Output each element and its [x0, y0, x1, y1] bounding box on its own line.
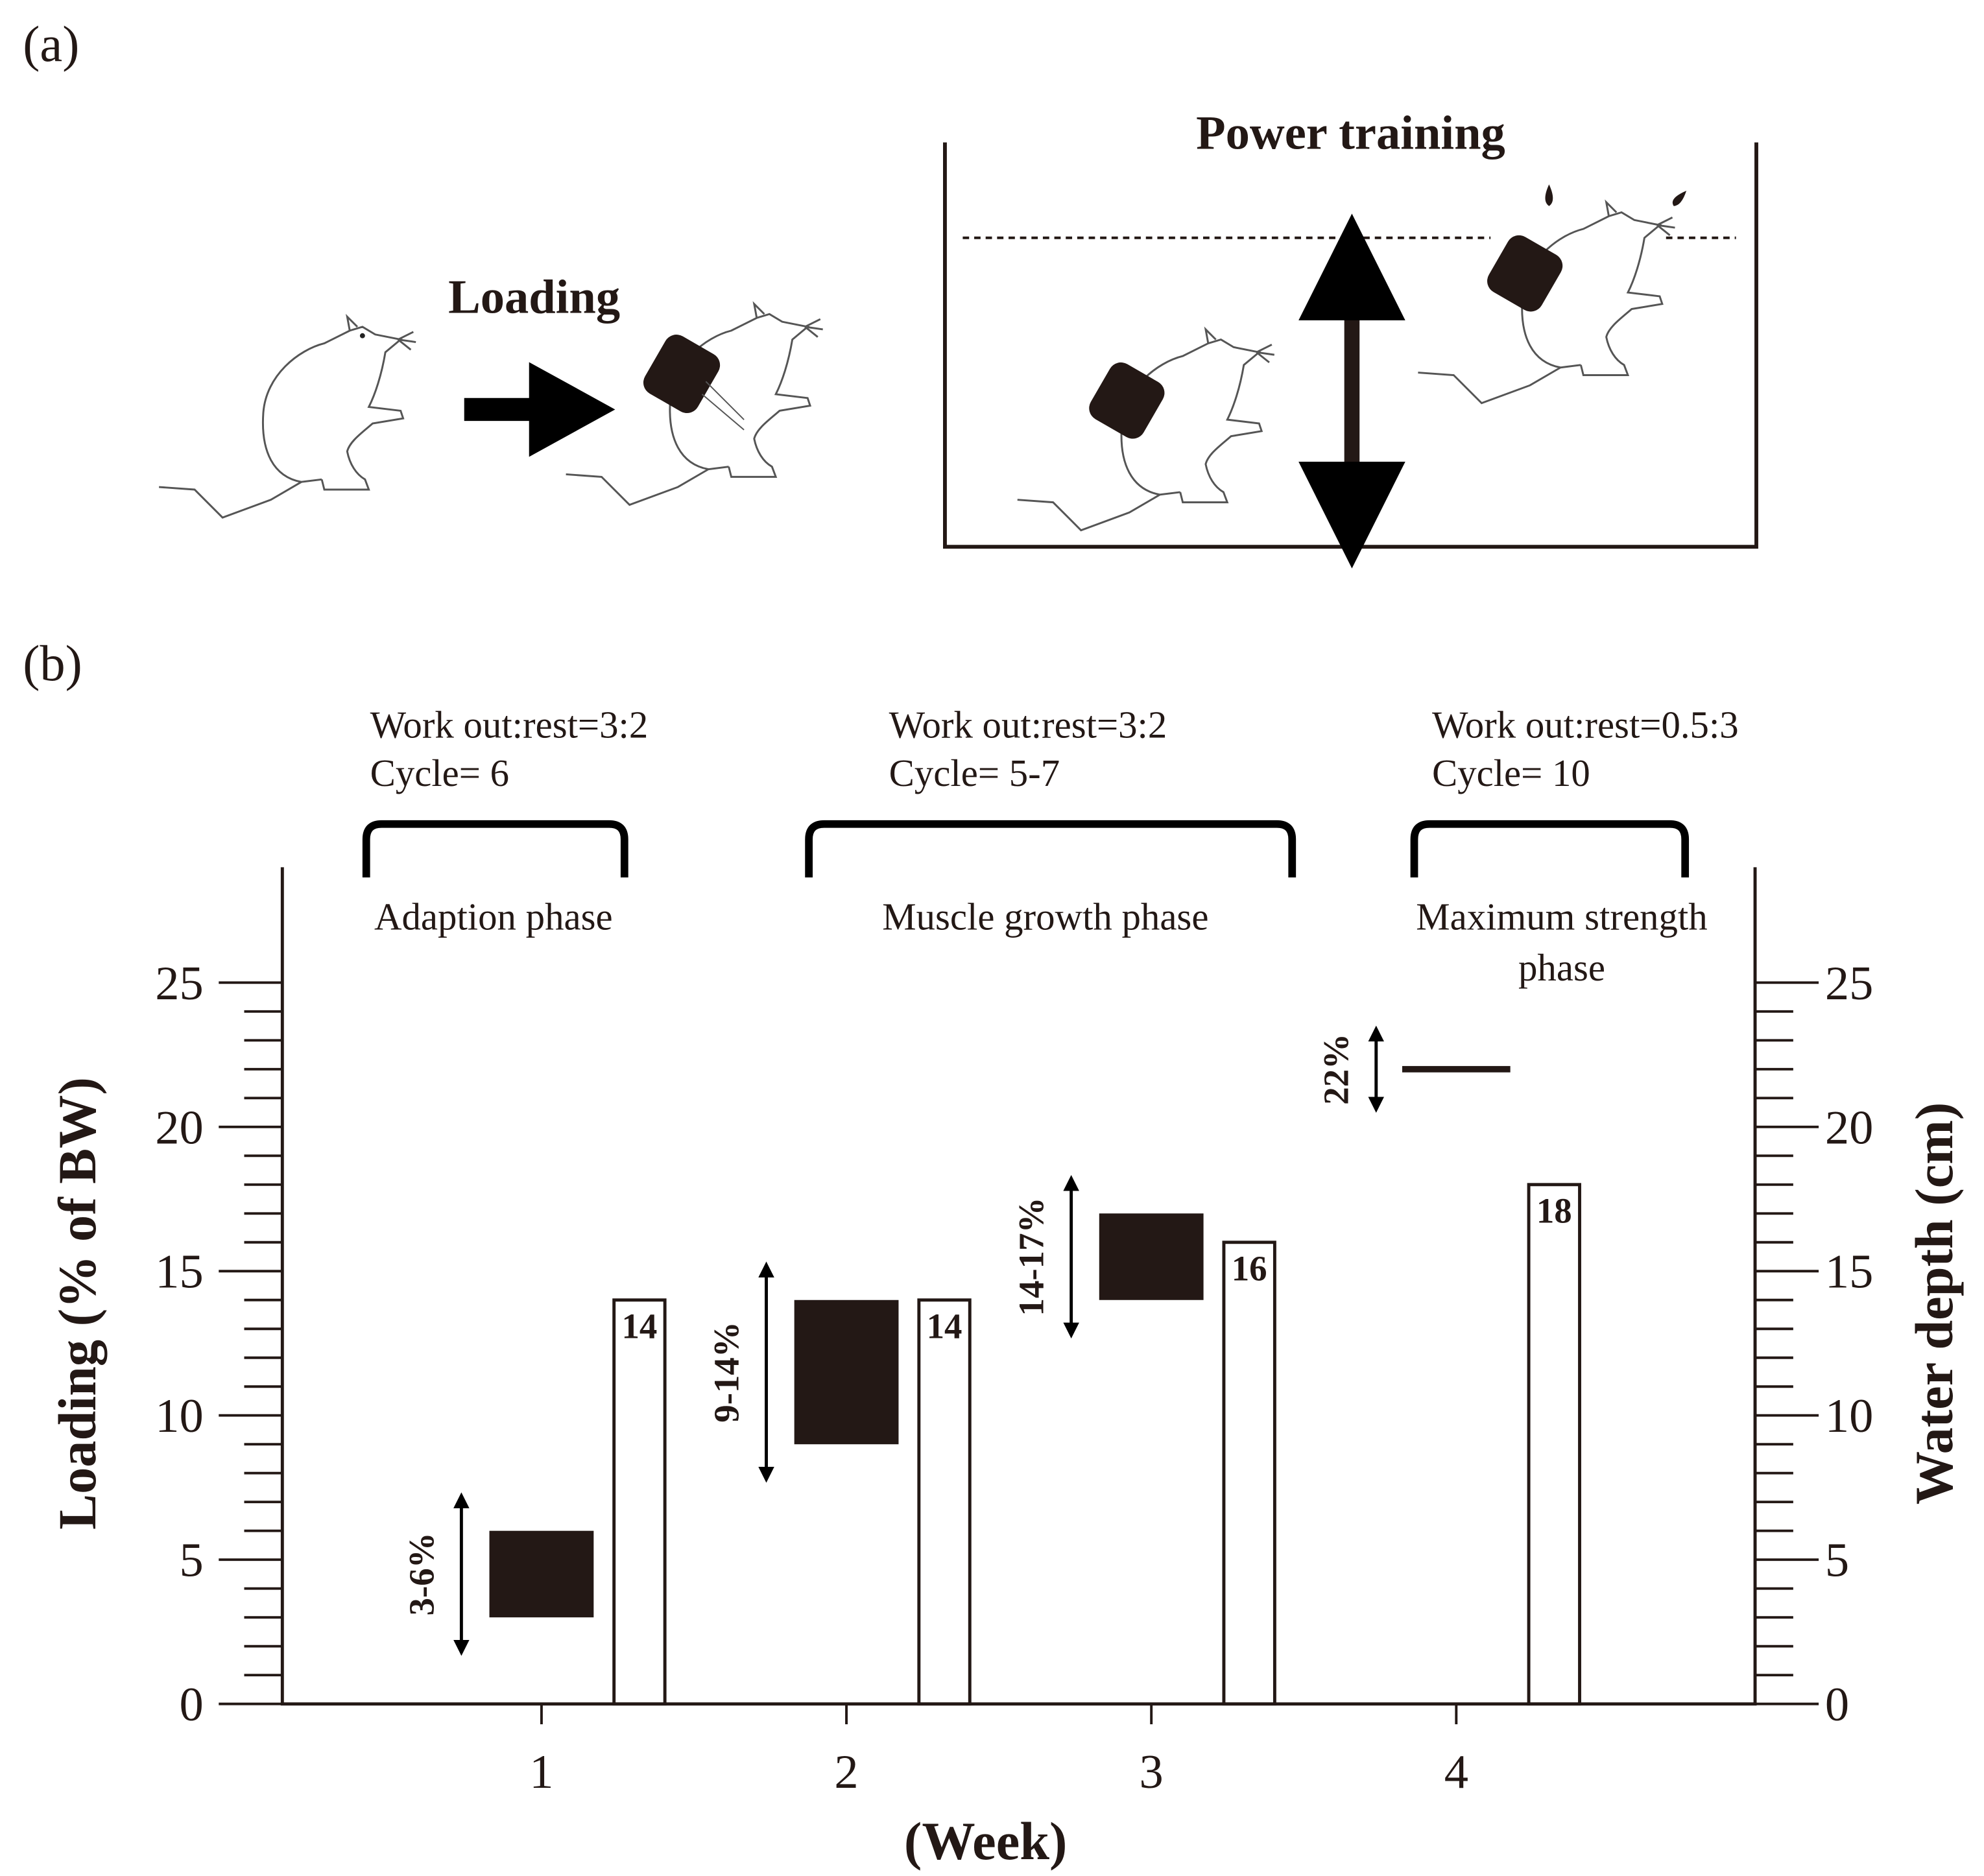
phase-name-box: Muscle growth phase: [882, 896, 1209, 939]
x-tick-label: 3: [1140, 1746, 1164, 1799]
phase-cycle: Cycle= 5-7: [889, 752, 1060, 794]
y2-tick-label: 10: [1825, 1390, 1874, 1443]
phase-bracket: [362, 820, 628, 878]
y2-axis-label: Water depth (cm): [1905, 1102, 1964, 1505]
phase-bracket: [805, 820, 1297, 878]
range-label: 22%: [1317, 1034, 1356, 1105]
rat-unloaded: [158, 315, 417, 519]
loading-range: [1099, 1213, 1204, 1300]
phase-bracket: [1410, 820, 1690, 878]
x-tick-label: 1: [529, 1746, 553, 1799]
range-label: 9-14%: [706, 1322, 746, 1423]
phase-name-box: Adaption phase: [374, 896, 613, 939]
loading-range: [794, 1300, 899, 1445]
x-axis-label: (Week): [904, 1812, 1068, 1871]
y-tick-label: 15: [155, 1246, 204, 1299]
water-depth-label: 18: [1536, 1191, 1572, 1231]
y-tick-label: 5: [179, 1534, 203, 1587]
water-depth-label: 14: [621, 1307, 657, 1346]
loading-range: [1402, 1065, 1511, 1073]
phase-ratio: Work out:rest=0.5:3: [1432, 704, 1739, 746]
phase-name: Adaption phase: [374, 896, 613, 939]
loading-range: [489, 1530, 594, 1618]
range-label: 3-6%: [401, 1532, 441, 1615]
phase-ratio: Work out:rest=3:2: [889, 704, 1167, 746]
phase-cycle: Cycle= 6: [370, 752, 509, 794]
y2-tick-label: 5: [1825, 1534, 1849, 1587]
phase-ratio: Work out:rest=3:2: [370, 704, 649, 746]
y-tick-label: 0: [179, 1678, 203, 1731]
water-depth-bar: [917, 1298, 972, 1706]
y-axis-label: Loading (% of BW): [48, 1077, 107, 1530]
axes: [280, 867, 1757, 1706]
range-label: 14-17%: [1012, 1198, 1051, 1316]
water-depth-bar: [1527, 1183, 1581, 1706]
phase-name: Muscle growth phase: [882, 896, 1209, 939]
y-tick-label: 10: [155, 1390, 204, 1443]
y2-tick-label: 25: [1825, 957, 1874, 1010]
water-depth-label: 14: [927, 1307, 962, 1346]
y2-tick-label: 15: [1825, 1246, 1874, 1299]
panel-label: (a): [23, 16, 79, 72]
loading-arrow: [464, 362, 616, 457]
y-tick-label: 25: [155, 957, 204, 1010]
water-depth-bar: [1222, 1241, 1276, 1706]
loading-label: Loading: [448, 270, 620, 324]
x-tick-label: 4: [1444, 1746, 1468, 1799]
phase-name: Maximum strength phase: [1416, 896, 1708, 990]
phase-cycle: Cycle= 10: [1432, 752, 1590, 794]
rat-swimming-low: [1016, 328, 1276, 532]
y2-tick-label: 20: [1825, 1101, 1874, 1154]
water-depth-bar: [612, 1298, 667, 1706]
phase-name-box: Maximum strength phase: [1416, 896, 1708, 990]
x-tick-label: 2: [834, 1746, 858, 1799]
power-training-label: Power training: [1196, 106, 1505, 160]
y-tick-label: 20: [155, 1101, 204, 1154]
rat-swimming-high: [1416, 184, 1687, 405]
panel-label: (b): [23, 635, 82, 691]
y2-tick-label: 0: [1825, 1678, 1849, 1731]
rat-loaded: [565, 303, 824, 506]
water-depth-label: 16: [1232, 1249, 1267, 1288]
